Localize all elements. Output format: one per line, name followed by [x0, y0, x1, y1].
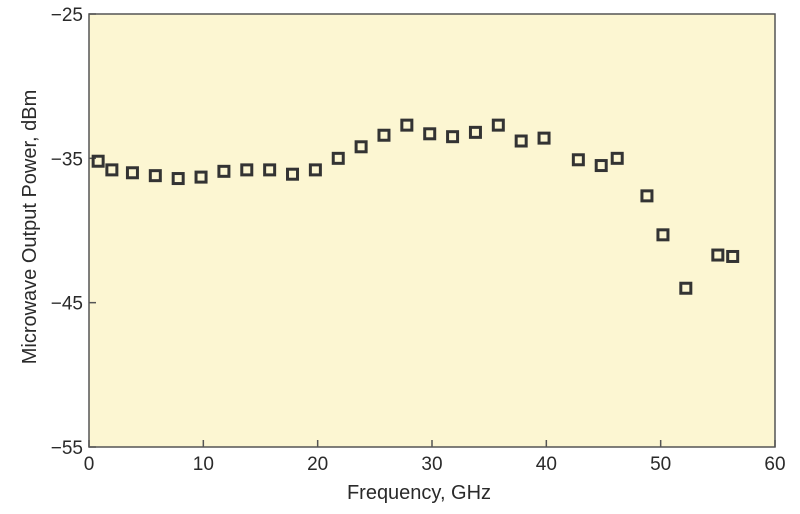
x-tick-label: 40	[536, 454, 557, 475]
plot-area	[88, 13, 776, 448]
x-axis-ticks	[88, 440, 776, 447]
data-point	[263, 163, 277, 177]
x-axis-title: Frequency, GHz	[347, 482, 491, 504]
data-point	[423, 127, 437, 141]
data-point	[537, 131, 551, 145]
data-point	[594, 159, 608, 173]
data-point	[217, 164, 231, 178]
data-point	[726, 249, 740, 263]
data-point	[354, 140, 368, 154]
x-tick-label: 10	[193, 454, 214, 475]
data-point	[491, 118, 505, 132]
data-point	[656, 228, 670, 242]
data-point	[331, 151, 345, 165]
x-tick-label: 0	[84, 454, 95, 475]
data-point	[571, 153, 585, 167]
data-point	[308, 163, 322, 177]
data-point	[148, 169, 162, 183]
x-tick-label: 50	[650, 454, 671, 475]
y-tick-label: −25	[51, 5, 83, 26]
y-axis-title: Microwave Output Power, dBm	[19, 90, 41, 365]
data-point	[194, 170, 208, 184]
data-point	[400, 118, 414, 132]
x-tick-label: 60	[764, 454, 785, 475]
data-point	[468, 125, 482, 139]
data-points	[91, 118, 740, 295]
data-point	[514, 134, 528, 148]
y-tick-label: −35	[51, 149, 83, 170]
x-tick-label: 30	[421, 454, 442, 475]
data-point	[640, 189, 654, 203]
data-point	[125, 166, 139, 180]
y-tick-label: −55	[51, 438, 83, 459]
data-point	[240, 163, 254, 177]
data-point	[610, 151, 624, 165]
x-axis-tick-labels: 0 10 20 30 40 50 60	[84, 454, 786, 475]
data-point	[711, 248, 725, 262]
y-tick-label: −45	[51, 294, 83, 315]
data-point	[446, 130, 460, 144]
data-point	[679, 281, 693, 295]
data-point	[171, 172, 185, 186]
y-axis-tick-labels: −55 −45 −35 −25	[51, 5, 83, 459]
data-point	[286, 167, 300, 181]
data-point	[105, 163, 119, 177]
data-point	[91, 154, 105, 168]
data-point	[377, 128, 391, 142]
x-tick-label: 20	[307, 454, 328, 475]
